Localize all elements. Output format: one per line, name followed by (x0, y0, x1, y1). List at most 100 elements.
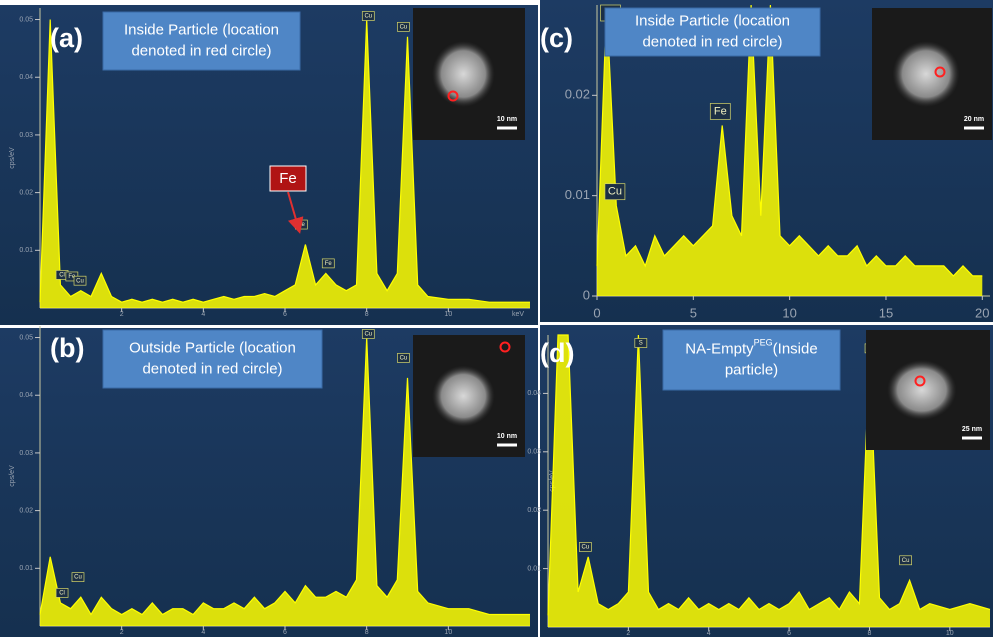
y-tick-label: 0.02 (565, 87, 590, 102)
peak-label-box (321, 258, 335, 269)
annotation-segment: (Inside (773, 340, 818, 357)
y-tick-label: 0.05 (19, 334, 33, 341)
x-tick-label: 10 (946, 630, 954, 637)
inset-marker (499, 341, 511, 353)
peak-label: Cu (400, 24, 408, 30)
annotation-segment: denoted in red circle) (642, 33, 782, 50)
peak-label: Fe (325, 261, 333, 267)
x-tick-label: 2 (120, 629, 124, 636)
y-tick-label: 0 (583, 287, 590, 302)
annotation-segment: PEG (754, 338, 773, 348)
y-tick-label: 0.02 (19, 507, 33, 514)
spectrum-fill (548, 335, 990, 627)
annotation-text: Inside Particle (location (124, 21, 279, 38)
x-tick-label: 20 (975, 305, 989, 320)
annotation-text: denoted in red circle) (142, 360, 282, 377)
peak-label-box (899, 555, 912, 566)
peak-label-box (397, 353, 410, 363)
y-tick-label: 0.04 (527, 390, 541, 397)
y-tick-label: 0.03 (19, 132, 33, 139)
callout-text: Fe (279, 170, 297, 187)
spectrum (39, 19, 530, 303)
peak-label: Cu (76, 278, 84, 284)
x-tick-label: 4 (707, 630, 711, 637)
x-tick-label: 0 (593, 305, 600, 320)
annotation-segment: denoted in red circle) (142, 360, 282, 377)
spectrum-fill (597, 5, 983, 296)
y-tick-label: 0.03 (527, 449, 541, 456)
annotation-text: particle) (725, 361, 778, 378)
annotation-text: Inside Particle (location (635, 12, 790, 29)
peak-label: Cu (582, 544, 590, 550)
peak-label-box (361, 11, 375, 21)
inset-scale-label: 10 nm (497, 433, 517, 440)
x-tick-label: 5 (690, 305, 697, 320)
annotation-segment: denoted in red circle) (131, 42, 271, 59)
panel-label: (b) (50, 333, 84, 363)
annotation-segment: Inside Particle (location (635, 12, 790, 29)
peak-label-box (71, 572, 85, 583)
inset-particle (432, 365, 495, 427)
y-tick-label: 0.01 (19, 565, 33, 572)
y-tick-label: 0.03 (19, 450, 33, 457)
annotation-text: NA-EmptyPEG(Inside (685, 338, 817, 358)
peak-label: Cu (364, 14, 372, 20)
x-tick-label: 2 (626, 630, 630, 637)
annotation-box (604, 7, 821, 57)
peak-label: Cu (608, 186, 622, 198)
y-tick-label: 0.01 (527, 565, 541, 572)
x-tick-label: 4 (201, 311, 205, 318)
annotation-box (662, 329, 841, 391)
x-tick-label: 8 (868, 630, 872, 637)
inset-scale-label: 25 nm (962, 426, 982, 433)
inset-scale-label: 10 nm (497, 116, 517, 123)
inset-marker (447, 90, 459, 102)
peak-label-box (73, 275, 87, 286)
inset-particle (887, 360, 957, 420)
callout-box (269, 165, 307, 192)
x-tick-label: 6 (787, 630, 791, 637)
panel-label: (a) (50, 23, 83, 53)
peak-label-box (579, 542, 592, 552)
inset-particle (432, 41, 495, 107)
y-tick-label: 0.02 (527, 507, 541, 514)
x-tick-label: 15 (879, 305, 893, 320)
peak-label: Cu (74, 575, 82, 581)
inset-scale-label: 20 nm (964, 116, 984, 123)
spectrum (596, 4, 983, 277)
inset-particle (892, 41, 960, 107)
panel-label: (d) (540, 338, 574, 368)
x-tick-label: 10 (444, 311, 452, 318)
peak-label: Cl (59, 591, 65, 597)
annotation-text: denoted in red circle) (642, 33, 782, 50)
peak-label: Fe (714, 105, 727, 117)
x-tick-label: 6 (283, 629, 287, 636)
annotation-box (102, 329, 323, 389)
annotation-segment: Outside Particle (location (129, 339, 296, 356)
spectrum-fill (40, 19, 530, 308)
peak-label-box (361, 329, 375, 339)
spectrum (39, 337, 530, 616)
peak-label-box (634, 338, 648, 348)
x-tick-label: 10 (782, 305, 796, 320)
peak-label: Cu (364, 332, 372, 338)
annotation-text: Outside Particle (location (129, 339, 296, 356)
x-tick-label: 4 (201, 629, 205, 636)
y-tick-label: 0.01 (565, 187, 590, 202)
y-tick-label: 0.05 (19, 16, 33, 23)
peak-label-box (397, 21, 410, 32)
inset-marker (934, 66, 946, 78)
peak-label-box (709, 103, 731, 120)
peak-label: Cu (400, 356, 408, 362)
y-tick-label: 0.04 (19, 74, 33, 81)
y-tick-label: 0.01 (19, 247, 33, 254)
peak-label: S (639, 341, 643, 347)
spectrum-fill (40, 337, 530, 626)
inset-marker (914, 375, 926, 387)
panel-label: (c) (540, 23, 573, 53)
y-axis-label: cps/eV (9, 147, 16, 169)
x-tick-label: 10 (444, 629, 452, 636)
y-axis-label: cps/eV (9, 465, 16, 487)
annotation-text: denoted in red circle) (131, 42, 271, 59)
